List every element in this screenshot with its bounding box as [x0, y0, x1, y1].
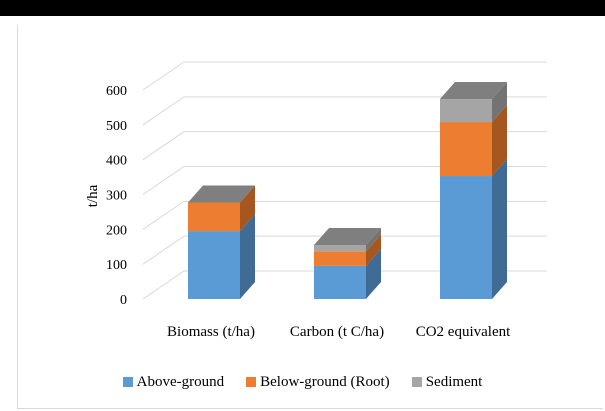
- x-tick-label-biomass-t-ha: Biomass (t/ha): [167, 324, 255, 340]
- bar-carbon-t-c-ha-sediment: [314, 245, 366, 251]
- y-tick-label-300: 300: [106, 189, 127, 204]
- bar-co2-equivalent-below-ground-root: [440, 122, 492, 176]
- legend-label-sediment: Sediment: [426, 374, 483, 391]
- bar-biomass-t-ha-below-ground-root: [188, 203, 240, 232]
- legend-swatch-sediment: [412, 377, 422, 387]
- legend-label-below-ground: Below-ground (Root): [260, 374, 390, 391]
- y-tick-label-200: 200: [106, 223, 127, 238]
- bar-co2-equivalent-above-ground: [440, 176, 492, 299]
- y-tick-label-0: 0: [120, 293, 127, 308]
- y-tick-label-600: 600: [106, 84, 127, 99]
- chart-legend: Above-ground Below-ground (Root) Sedimen…: [0, 372, 605, 392]
- bar-carbon-t-c-ha-below-ground-root: [314, 251, 366, 266]
- legend-item-below-ground: Below-ground (Root): [246, 374, 390, 391]
- legend-item-above-ground: Above-ground: [123, 374, 224, 391]
- legend-swatch-below-ground: [246, 377, 256, 387]
- x-tick-label-co2-equivalent: CO2 equivalent: [416, 324, 511, 340]
- legend-label-above-ground: Above-ground: [137, 374, 224, 391]
- legend-item-sediment: Sediment: [412, 374, 483, 391]
- legend-swatch-above-ground: [123, 377, 133, 387]
- y-axis-title: t/ha: [85, 184, 101, 207]
- y-tick-label-100: 100: [106, 258, 127, 273]
- y-tick-label-500: 500: [106, 119, 127, 134]
- bar-carbon-t-c-ha-above-ground: [314, 266, 366, 299]
- bar-co2-equivalent-above-ground-side: [492, 159, 507, 299]
- bar-biomass-t-ha-above-ground: [188, 231, 240, 299]
- x-tick-label-carbon-t-c-ha: Carbon (t C/ha): [290, 324, 384, 340]
- y-tick-label-400: 400: [106, 154, 127, 169]
- bar-co2-equivalent-sediment: [440, 99, 492, 122]
